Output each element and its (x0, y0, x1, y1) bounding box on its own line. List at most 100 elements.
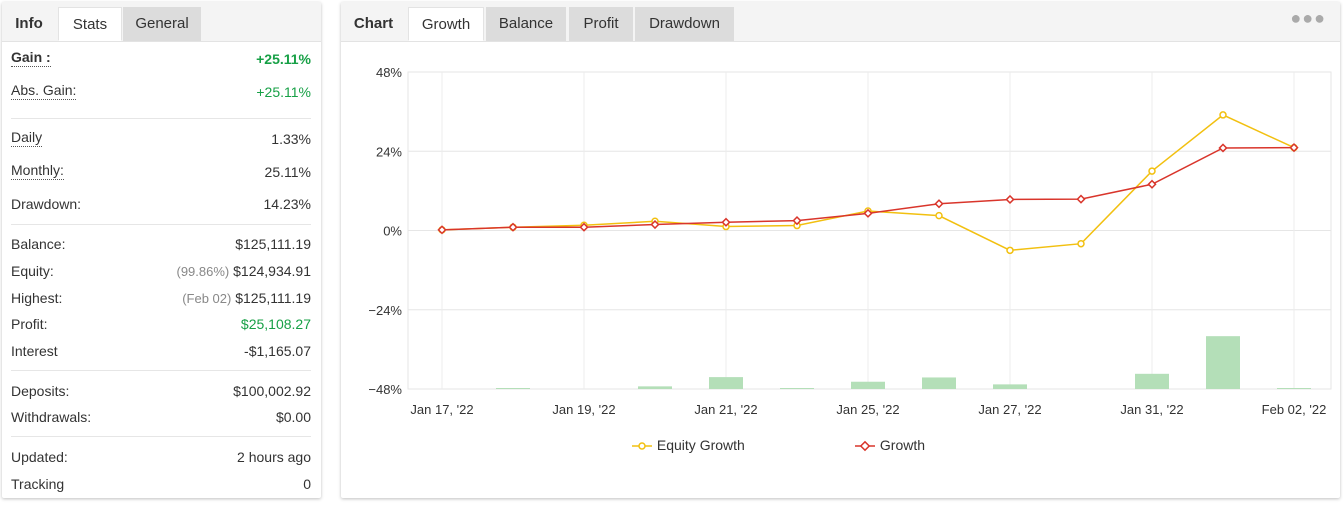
stat-updated-label: Updated: (11, 449, 68, 465)
stat-interest: Interest -$1,165.07 (11, 340, 311, 362)
daily-bar (1135, 373, 1169, 389)
stat-abs-gain: Abs. Gain: +25.11% (11, 81, 311, 103)
stat-equity: Equity: (99.86%) $124,934.91 (11, 260, 311, 282)
growth-point (934, 199, 944, 209)
tab-balance[interactable]: Balance (486, 7, 566, 41)
tab-stats[interactable]: Stats (58, 7, 122, 41)
tab-profit[interactable]: Profit (569, 7, 633, 41)
y-tick-label: 48% (376, 65, 402, 80)
legend-growth-label: Growth (879, 437, 926, 453)
x-tick-label: Jan 17, '22 (410, 402, 473, 417)
stat-gain: Gain : +25.11% (11, 48, 311, 70)
stat-daily: Daily 1.33% (11, 128, 311, 150)
stat-daily-value: 1.33% (271, 131, 311, 147)
stat-highest-label: Highest: (11, 290, 63, 306)
stat-interest-value: -$1,165.07 (244, 343, 311, 359)
stat-equity-value: (99.86%) $124,934.91 (177, 260, 312, 283)
growth-point (1147, 179, 1157, 189)
y-tick-label: 0% (383, 224, 402, 239)
stat-balance-value: $125,111.19 (235, 236, 311, 252)
tab-general[interactable]: General (123, 7, 201, 41)
daily-bar (993, 384, 1027, 389)
growth-point (508, 222, 518, 232)
stat-abs-gain-value: +25.11% (256, 84, 311, 100)
legend-growth[interactable]: Growth (854, 434, 925, 456)
growth-point (1289, 143, 1299, 153)
stat-equity-amount: $124,934.91 (233, 263, 311, 279)
stat-highest-date: (Feb 02) (182, 291, 232, 306)
x-tick-label: Jan 21, '22 (694, 402, 757, 417)
stat-monthly-value: 25.11% (264, 164, 311, 180)
growth-point (792, 215, 802, 226)
legend-equity-growth[interactable]: Equity Growth (631, 434, 745, 456)
x-tick-label: Jan 31, '22 (1120, 402, 1183, 417)
daily-bar (496, 388, 530, 389)
stat-daily-label[interactable]: Daily (11, 129, 43, 147)
growth-point (437, 225, 447, 235)
chart-panel: Chart Growth Balance Profit Drawdown ●●●… (341, 2, 1340, 498)
stat-withdrawals: Withdrawals: $0.00 (11, 406, 311, 428)
stat-balance: Balance: $125,111.19 (11, 233, 311, 255)
tab-growth[interactable]: Growth (408, 7, 484, 41)
daily-bar (780, 388, 814, 389)
stat-monthly-label[interactable]: Monthly: (11, 162, 64, 180)
stat-deposits-label: Deposits: (11, 383, 70, 399)
tab-info[interactable]: Info (15, 15, 43, 32)
stat-deposits: Deposits: $100,002.92 (11, 380, 311, 402)
stat-gain-value: +25.11% (256, 51, 311, 67)
y-tick-label: −24% (368, 303, 402, 318)
divider (11, 370, 311, 371)
stat-tracking: Tracking 0 (11, 473, 311, 495)
equity-growth-point (1219, 111, 1227, 119)
stat-tracking-value: 0 (303, 476, 311, 492)
y-tick-label: 24% (376, 144, 402, 159)
tab-chart[interactable]: Chart (353, 15, 394, 32)
growth-point (650, 219, 660, 230)
daily-bar (851, 381, 885, 389)
growth-point (1218, 143, 1228, 153)
stat-withdrawals-label: Withdrawals: (11, 409, 92, 425)
stat-updated: Updated: 2 hours ago (11, 446, 311, 468)
stat-highest-value: (Feb 02) $125,111.19 (182, 287, 311, 310)
divider (11, 118, 311, 119)
equity-growth-point (935, 211, 943, 220)
stat-equity-percent: (99.86%) (176, 264, 230, 279)
stat-withdrawals-value: $0.00 (275, 409, 311, 425)
divider (11, 436, 311, 437)
stat-deposits-value: $100,002.92 (233, 383, 311, 399)
chart-legend: Equity Growth Growth (341, 434, 1340, 456)
growth-point (1076, 194, 1086, 204)
more-dots-icon[interactable]: ●●● (1290, 8, 1326, 28)
stat-updated-value: 2 hours ago (237, 449, 311, 465)
tab-drawdown[interactable]: Drawdown (635, 7, 734, 41)
growth-chart: 48% 24% 0% −24% −48% Jan 17, '22 Jan 19, '22 Ja… (368, 65, 1332, 417)
daily-bar (709, 377, 743, 389)
stat-gain-label[interactable]: Gain : (11, 49, 51, 67)
growth-point (721, 217, 731, 227)
x-tick-label: Jan 19, '22 (552, 402, 615, 417)
equity-growth-point (1006, 246, 1014, 255)
chart-tab-bar: Chart Growth Balance Profit Drawdown (341, 2, 1340, 42)
growth-point (579, 222, 589, 232)
legend-growth-marker (855, 440, 875, 452)
stat-drawdown: Drawdown: 14.23% (11, 193, 311, 215)
stat-profit-label: Profit: (11, 316, 48, 332)
x-tick-label: Feb 02, '22 (1262, 402, 1327, 417)
stat-profit: Profit: $25,108.27 (11, 313, 311, 335)
stat-drawdown-value: 14.23% (263, 196, 311, 212)
stats-panel: Info Stats General Gain : +25.11% Abs. G… (2, 2, 321, 498)
daily-bar (638, 386, 672, 389)
x-tick-label: Jan 25, '22 (836, 402, 899, 417)
stat-balance-label: Balance: (11, 236, 66, 252)
legend-equity-label: Equity Growth (656, 437, 745, 453)
stat-abs-gain-label[interactable]: Abs. Gain: (11, 82, 77, 100)
growth-point (1005, 194, 1015, 205)
stat-highest: Highest: (Feb 02) $125,111.19 (11, 287, 311, 309)
stat-highest-amount: $125,111.19 (235, 290, 311, 306)
stat-monthly: Monthly: 25.11% (11, 161, 311, 183)
daily-bar (1277, 388, 1311, 389)
legend-equity-marker (632, 442, 652, 451)
x-tick-label: Jan 27, '22 (978, 402, 1041, 417)
stat-tracking-label: Tracking (11, 476, 65, 492)
stats-tab-bar: Info Stats General (2, 2, 321, 42)
